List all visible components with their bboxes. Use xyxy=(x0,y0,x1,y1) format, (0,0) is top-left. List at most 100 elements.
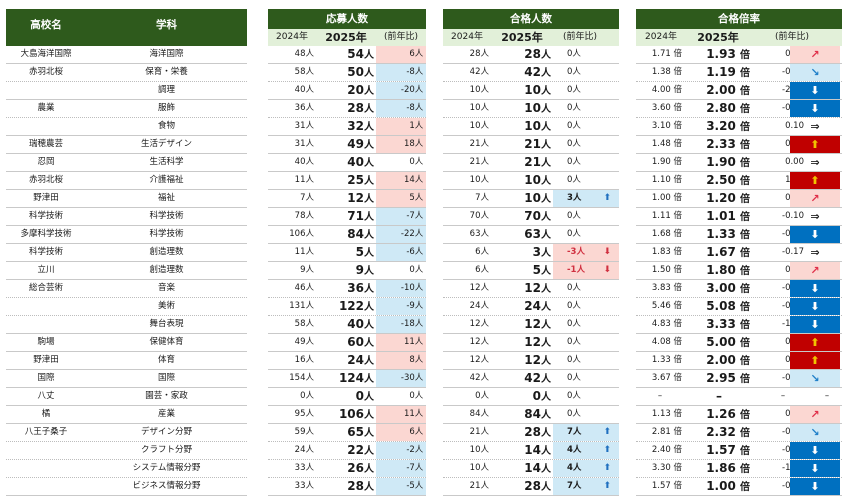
school-name xyxy=(6,316,86,333)
applicants-2024: 33人 xyxy=(294,463,314,473)
arrow-right-icon: ⇒ xyxy=(810,120,820,133)
ratio-2024: 3.83 倍 xyxy=(651,283,682,293)
table-row: 33人 28人 -5人 xyxy=(268,478,426,496)
ratio-2024: 1.57 倍 xyxy=(651,481,682,491)
passers-2025: 63人 xyxy=(524,227,551,241)
applicants-yoy: -20人 xyxy=(376,82,426,99)
dept-name: デザイン分野 xyxy=(140,427,192,437)
applicants-title: 応募人数 xyxy=(268,9,426,29)
table-row: 4.83 倍3.33 倍-1.50⬇ xyxy=(636,316,842,334)
applicants-2024: 36人 xyxy=(294,103,314,113)
passers-2025: 10人 xyxy=(524,101,551,115)
school-name: 八丈 xyxy=(37,391,55,401)
school-name: 立川 xyxy=(37,265,55,275)
table-row: 58人 40人 -18人 xyxy=(268,316,426,334)
passers-2025: 12人 xyxy=(524,281,551,295)
table-row: 6人 5人 -1人 ⬇ xyxy=(443,262,619,280)
ratio-2024: 4.00 倍 xyxy=(651,85,682,95)
applicants-2025: 28人 xyxy=(347,479,374,493)
table-row: 131人 122人 -9人 xyxy=(268,298,426,316)
passers-yoy-value: 0人 xyxy=(567,175,581,185)
ratio-yoy: 0.00 xyxy=(785,157,804,167)
arrow-diag-up-icon: ↗ xyxy=(790,406,840,423)
table-row: 2.81 倍2.32 倍-0.49↘ xyxy=(636,424,842,442)
school-name xyxy=(6,460,86,477)
passers-2025: 70人 xyxy=(524,209,551,223)
ratio-2025: 1.26 倍 xyxy=(706,407,750,421)
passers-yoy: 0人 xyxy=(553,298,619,315)
passers-2024: 21人 xyxy=(469,427,489,437)
passers-yoy: 0人 xyxy=(553,280,619,297)
arrow-up-icon: ⬆ xyxy=(790,136,840,153)
applicants-yoy: 11人 xyxy=(376,406,426,423)
applicants-yoy: 14人 xyxy=(376,172,426,189)
passers-2024: 10人 xyxy=(469,175,489,185)
applicants-yoy: -8人 xyxy=(376,64,426,81)
applicants-yoy: 18人 xyxy=(376,136,426,153)
passers-2024: 10人 xyxy=(469,103,489,113)
school-name: 野津田 xyxy=(33,355,59,365)
ratio-2024: 2.40 倍 xyxy=(651,445,682,455)
table-row: 24人 24人 0人 xyxy=(443,298,619,316)
passers-2024: 0人 xyxy=(475,391,489,401)
school-name: 赤羽北桜 xyxy=(28,175,63,185)
dept-name: 介護福祉 xyxy=(149,175,184,185)
applicants-yoy: -18人 xyxy=(376,316,426,333)
passers-yoy: 0人 xyxy=(553,154,619,171)
arrow-diag-up-icon: ↗ xyxy=(790,190,840,207)
table-row: 21人 21人 0人 xyxy=(443,154,619,172)
table-row: 7人 12人 5人 xyxy=(268,190,426,208)
applicants-2024: 7人 xyxy=(300,193,314,203)
ratio-2024: 1.71 倍 xyxy=(651,49,682,59)
applicants-2024: 48人 xyxy=(294,49,314,59)
passers-2024: 28人 xyxy=(469,49,489,59)
arrow-down-icon: ⬇ xyxy=(790,478,840,495)
table-row: 11人 5人 -6人 xyxy=(268,244,426,262)
applicants-2024: 40人 xyxy=(294,85,314,95)
passers-2025: 14人 xyxy=(524,443,551,457)
applicants-2025: 60人 xyxy=(347,335,374,349)
table-row: 赤羽北桜 介護福祉 xyxy=(6,172,247,190)
ratio-2025: 1.19 倍 xyxy=(706,65,750,79)
table-row: 野津田 体育 xyxy=(6,352,247,370)
table-row: 11人 25人 14人 xyxy=(268,172,426,190)
table-row: 0人 0人 0人 xyxy=(268,388,426,406)
ratio-2024: 3.67 倍 xyxy=(651,373,682,383)
ratio-2024: 1.10 倍 xyxy=(651,175,682,185)
table-row: 70人 70人 0人 xyxy=(443,208,619,226)
ratio-2025: 2.32 倍 xyxy=(706,425,750,439)
applicants-yoy: -9人 xyxy=(376,298,426,315)
dept-name: 食物 xyxy=(157,121,175,131)
applicants-2025: 32人 xyxy=(347,119,374,133)
applicants-yoy: -6人 xyxy=(376,244,426,261)
applicants-2025: 9人 xyxy=(355,263,374,277)
passers-yoy-value: 0人 xyxy=(567,373,581,383)
dept-name: システム情報分野 xyxy=(132,463,201,473)
dept-name: ビジネス情報分野 xyxy=(132,481,201,491)
ratio-2024: 1.50 倍 xyxy=(651,265,682,275)
ratio-title: 合格倍率 xyxy=(636,9,842,29)
applicants-2024: 11人 xyxy=(294,247,314,257)
table-row: 立川 創造理数 xyxy=(6,262,247,280)
table-row: 3.83 倍3.00 倍-0.83⬇ xyxy=(636,280,842,298)
passers-yoy: 0人 xyxy=(553,388,619,405)
table-row: 16人 24人 8人 xyxy=(268,352,426,370)
passers-2024: 10人 xyxy=(469,463,489,473)
table-row: 食物 xyxy=(6,118,247,136)
table-row: 2.40 倍1.57 倍-0.83⬇ xyxy=(636,442,842,460)
table-row: 21人 21人 0人 xyxy=(443,136,619,154)
ratio-2025: 1.00 倍 xyxy=(706,479,750,493)
table-row: 橘 産業 xyxy=(6,406,247,424)
passers-yoy: 0人 xyxy=(553,64,619,81)
dept-name: 体育 xyxy=(157,355,175,365)
applicants-yoy: 6人 xyxy=(376,46,426,63)
passers-yoy: 4人 ⬆ xyxy=(553,460,619,477)
dept-name: 科学技術 xyxy=(149,229,184,239)
passers-yoy: -1人 ⬇ xyxy=(553,262,619,279)
table-row: 科学技術 創造理数 xyxy=(6,244,247,262)
ratio-yoy: – xyxy=(780,391,786,401)
passers-yoy-value: 0人 xyxy=(567,211,581,221)
arrow-right-icon: ⇒ xyxy=(810,246,820,259)
ratio-2025: 3.00 倍 xyxy=(706,281,750,295)
